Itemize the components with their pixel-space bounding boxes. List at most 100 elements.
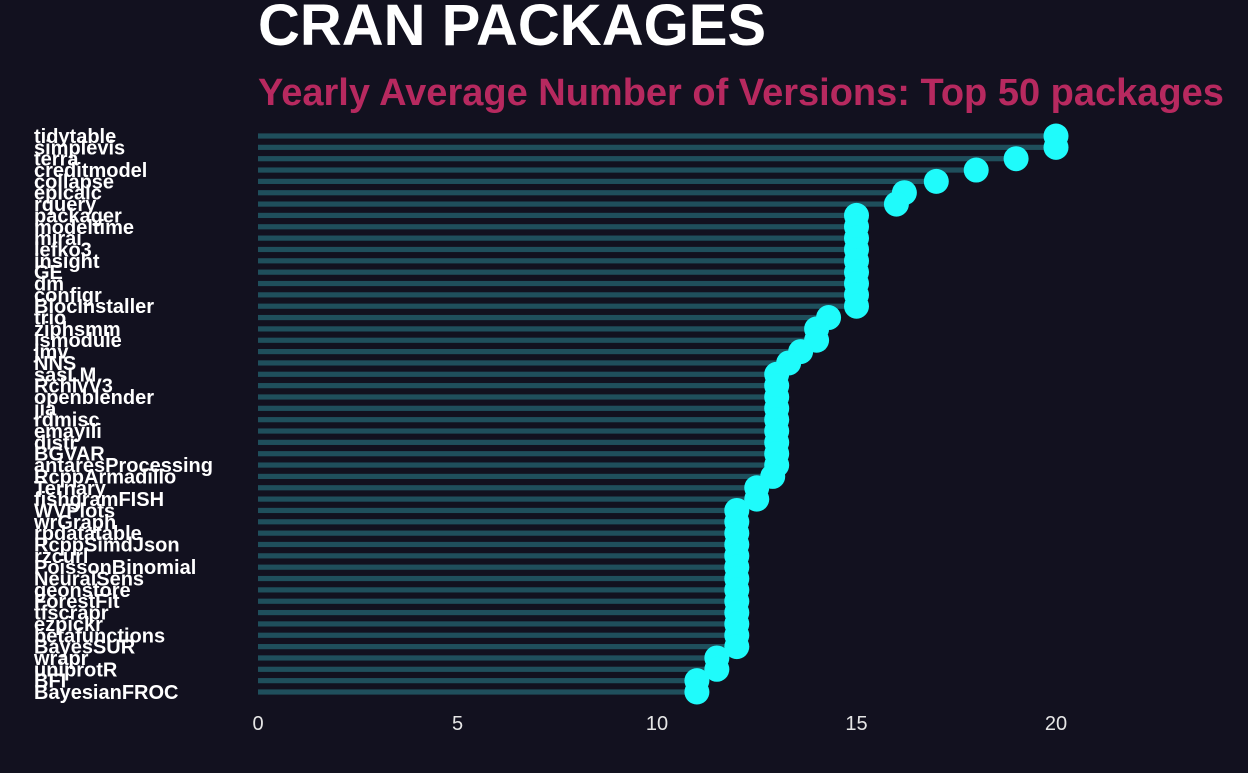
category-label: emayili — [34, 421, 102, 443]
bar — [258, 644, 737, 650]
bar — [258, 666, 717, 672]
bar — [258, 439, 777, 445]
data-point — [724, 634, 750, 660]
bar — [258, 462, 777, 468]
bar — [258, 587, 737, 593]
bar — [258, 326, 817, 332]
bar — [258, 621, 737, 627]
category-label: creditmodel — [34, 160, 147, 182]
bar — [258, 292, 857, 298]
category-label: betafunctions — [34, 625, 165, 647]
bar — [258, 190, 905, 196]
x-axis-ticks: 0 5 10 15 20 — [252, 713, 1067, 735]
bar — [258, 246, 857, 253]
bar — [258, 564, 737, 570]
category-label: trio — [34, 308, 66, 330]
category-label: RcppSimdJson — [34, 534, 180, 556]
category-label: antaresProcessing — [34, 455, 213, 477]
bar — [258, 360, 789, 366]
bar — [258, 371, 777, 377]
bar — [258, 156, 1017, 162]
bar — [258, 428, 777, 434]
category-label: RchivV3 — [34, 376, 113, 398]
category-label: BayesianFROC — [34, 682, 179, 704]
category-label: NeuralSens — [34, 569, 144, 591]
category-label: simplevis — [34, 137, 125, 159]
points-layer — [684, 123, 1069, 705]
category-label: ForestFit — [34, 591, 120, 613]
category-label: PoissonBinomial — [34, 557, 196, 579]
category-label: WVPlots — [34, 500, 115, 522]
x-tick-label: 0 — [252, 713, 263, 735]
category-label: openblender — [34, 387, 154, 409]
category-label: lefko3 — [34, 239, 92, 261]
category-label: sasLM — [34, 364, 96, 386]
data-point — [844, 293, 869, 319]
bar — [258, 519, 737, 525]
category-label: packager — [34, 205, 122, 227]
bar — [258, 133, 1056, 139]
category-label: insight — [34, 251, 100, 273]
bar — [258, 575, 737, 582]
category-label: wrGraph — [33, 512, 116, 534]
bar — [258, 269, 857, 275]
category-label: epicalc — [34, 183, 102, 205]
category-label: distr — [34, 432, 78, 454]
category-label: ziphsmm — [34, 319, 121, 341]
data-point — [923, 168, 949, 194]
bar — [258, 201, 897, 207]
category-label: rdmisc — [34, 410, 100, 432]
category-label: terra — [34, 149, 79, 171]
category-label: jmv — [33, 342, 69, 364]
category-label: GE — [34, 262, 63, 284]
category-label: rpdatatable — [34, 523, 142, 545]
bar — [258, 451, 777, 457]
category-label: tidytable — [34, 126, 116, 148]
bar — [258, 541, 737, 548]
bar — [258, 496, 757, 502]
data-point — [684, 679, 710, 705]
data-point — [744, 486, 770, 512]
bar — [258, 337, 817, 343]
bar — [258, 258, 857, 264]
category-label: jia — [33, 398, 57, 420]
bar — [258, 178, 937, 184]
x-tick-label: 5 — [452, 713, 463, 735]
category-label: Ternary — [34, 478, 107, 500]
category-label: collapse — [34, 171, 114, 193]
category-label: jsmodule — [33, 330, 122, 352]
bars-layer — [258, 133, 1056, 695]
x-tick-label: 15 — [845, 713, 867, 735]
bar — [258, 553, 737, 559]
category-label: NNS — [34, 353, 76, 375]
category-label: BGVAR — [34, 444, 105, 466]
data-point — [883, 191, 909, 217]
bar — [258, 689, 697, 695]
data-point — [963, 157, 989, 183]
category-label: BayesSUR — [34, 637, 136, 659]
category-label: dm — [34, 274, 64, 296]
bar — [258, 417, 777, 423]
category-labels: tidytablesimplevisterracreditmodelcollap… — [33, 126, 213, 704]
bar — [258, 303, 857, 309]
x-tick-label: 20 — [1045, 713, 1067, 735]
bar — [258, 530, 737, 536]
category-label: rquery — [34, 194, 97, 216]
bar — [258, 678, 697, 684]
bar — [258, 348, 801, 355]
bar — [258, 485, 757, 491]
bar — [258, 655, 717, 661]
bar — [258, 609, 737, 616]
category-label: fishgramFISH — [34, 489, 164, 511]
bar — [258, 280, 857, 287]
bar — [258, 473, 773, 480]
bar — [258, 224, 857, 230]
category-label: BiocInstaller — [34, 296, 154, 318]
bar — [258, 507, 737, 514]
bar — [258, 632, 737, 638]
category-label: rzcurl — [34, 546, 88, 568]
category-label: tfscrapr — [34, 603, 109, 625]
x-tick-label: 10 — [646, 713, 668, 735]
